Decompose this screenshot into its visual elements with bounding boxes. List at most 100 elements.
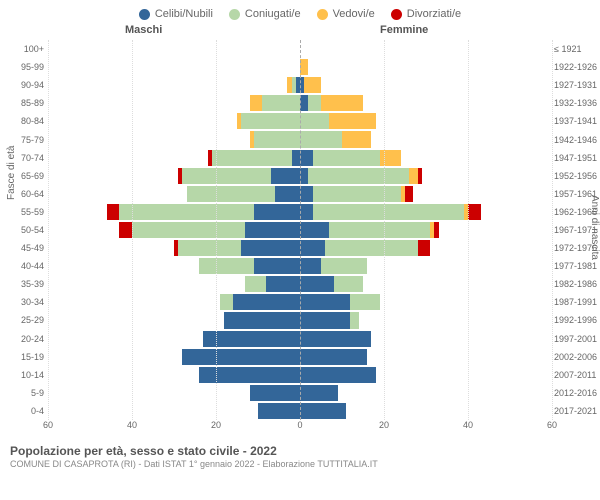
bar-segment — [300, 349, 367, 365]
male-bar — [119, 222, 300, 238]
bar-segment — [325, 240, 417, 256]
bar-segment — [300, 95, 308, 111]
bar-segment — [300, 331, 371, 347]
female-bar — [300, 222, 439, 238]
bar-segment — [304, 77, 321, 93]
female-bar — [300, 95, 363, 111]
age-label: 50-54 — [8, 225, 44, 235]
age-label: 65-69 — [8, 171, 44, 181]
birth-year-label: 1982-1986 — [554, 279, 600, 289]
male-bar — [220, 294, 300, 310]
legend-item: Vedovi/e — [317, 8, 375, 20]
bar-segment — [182, 349, 300, 365]
bar-segment — [250, 385, 300, 401]
female-bar — [300, 312, 359, 328]
grid-line — [48, 40, 49, 420]
bar-segment — [224, 312, 300, 328]
bar-segment — [245, 222, 300, 238]
bar-segment — [300, 403, 346, 419]
bar-segment — [300, 276, 334, 292]
bar-segment — [300, 312, 350, 328]
birth-year-label: 2012-2016 — [554, 388, 600, 398]
bar-segment — [300, 113, 329, 129]
bar-segment — [245, 276, 266, 292]
bar-segment — [313, 186, 401, 202]
legend-swatch — [391, 9, 402, 20]
bar-segment — [178, 240, 241, 256]
population-pyramid-chart: Celibi/NubiliConiugati/eVedovi/eDivorzia… — [0, 0, 600, 500]
female-bar — [300, 276, 363, 292]
female-bar — [300, 131, 371, 147]
bar-segment — [292, 150, 300, 166]
age-label: 95-99 — [8, 62, 44, 72]
male-bar — [174, 240, 300, 256]
bar-segment — [300, 168, 308, 184]
plot-area: 100+≤ 192195-991922-192690-941927-193185… — [48, 40, 552, 420]
age-label: 85-89 — [8, 98, 44, 108]
bar-segment — [182, 168, 270, 184]
age-label: 70-74 — [8, 153, 44, 163]
bar-segment — [468, 204, 481, 220]
bar-segment — [199, 258, 254, 274]
male-bar — [199, 367, 300, 383]
bar-segment — [119, 222, 132, 238]
bar-segment — [300, 240, 325, 256]
birth-year-label: 1992-1996 — [554, 315, 600, 325]
age-label: 80-84 — [8, 116, 44, 126]
chart-legend: Celibi/NubiliConiugati/eVedovi/eDivorzia… — [0, 0, 600, 24]
x-tick-label: 60 — [547, 420, 557, 430]
female-bar — [300, 349, 367, 365]
birth-year-label: 1957-1961 — [554, 189, 600, 199]
bar-segment — [262, 95, 300, 111]
female-bar — [300, 294, 380, 310]
bar-segment — [380, 150, 401, 166]
bar-segment — [418, 168, 422, 184]
male-bar — [258, 403, 300, 419]
female-bar — [300, 331, 371, 347]
birth-year-label: 1952-1956 — [554, 171, 600, 181]
male-bar — [187, 186, 300, 202]
grid-line — [132, 40, 133, 420]
age-label: 45-49 — [8, 243, 44, 253]
bar-segment — [119, 204, 253, 220]
age-label: 40-44 — [8, 261, 44, 271]
male-bar — [208, 150, 300, 166]
grid-line — [384, 40, 385, 420]
bar-segment — [250, 95, 263, 111]
birth-year-label: 1972-1976 — [554, 243, 600, 253]
x-tick-label: 60 — [43, 420, 53, 430]
bar-segment — [321, 258, 367, 274]
age-label: 55-59 — [8, 207, 44, 217]
male-bar — [203, 331, 300, 347]
legend-item: Divorziati/e — [391, 8, 461, 20]
age-label: 15-19 — [8, 352, 44, 362]
grid-line — [552, 40, 553, 420]
legend-label: Divorziati/e — [407, 8, 461, 20]
male-header: Maschi — [125, 24, 162, 36]
female-bar — [300, 403, 346, 419]
female-bar — [300, 240, 430, 256]
age-label: 5-9 — [8, 388, 44, 398]
bar-segment — [313, 204, 464, 220]
x-tick-label: 0 — [297, 420, 302, 430]
legend-swatch — [139, 9, 150, 20]
age-label: 20-24 — [8, 334, 44, 344]
legend-label: Vedovi/e — [333, 8, 375, 20]
grid-line — [468, 40, 469, 420]
age-label: 90-94 — [8, 80, 44, 90]
grid-line — [216, 40, 217, 420]
male-bar — [182, 349, 300, 365]
bar-segment — [418, 240, 431, 256]
bar-segment — [300, 367, 376, 383]
bar-segment — [329, 222, 430, 238]
bar-segment — [241, 113, 300, 129]
bar-segment — [266, 276, 300, 292]
birth-year-label: 1997-2001 — [554, 334, 600, 344]
bar-segment — [254, 204, 300, 220]
chart-subtitle: COMUNE DI CASAPROTA (RI) - Dati ISTAT 1°… — [0, 458, 600, 469]
bar-segment — [342, 131, 371, 147]
bar-segment — [300, 222, 329, 238]
legend-swatch — [229, 9, 240, 20]
birth-year-label: 1962-1966 — [554, 207, 600, 217]
age-label: 60-64 — [8, 189, 44, 199]
